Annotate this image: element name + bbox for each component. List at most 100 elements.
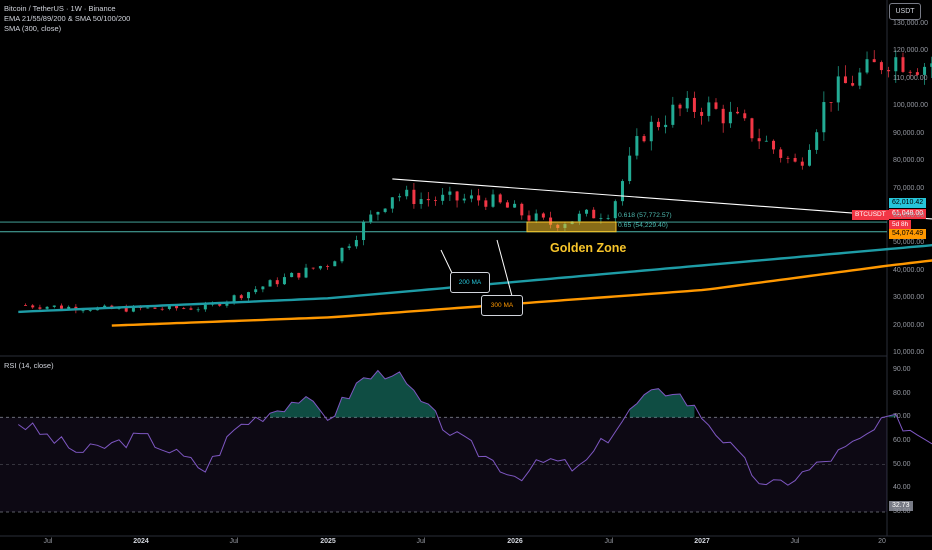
rsi-value-tag: 32.73 (889, 501, 913, 511)
candle-body (592, 209, 596, 219)
time-tick-label: Jul (790, 538, 800, 545)
candle-body (714, 102, 718, 109)
candle-body (282, 277, 286, 285)
candle-body (635, 136, 639, 156)
golden-zone-label: Golden Zone (550, 241, 627, 255)
candle-body (275, 280, 279, 285)
candle-body (153, 307, 157, 309)
candle-body (182, 308, 186, 310)
candle-body (405, 189, 409, 197)
candle-body (232, 295, 236, 302)
candle-body (462, 198, 466, 201)
price-tick-label: 100,000.00 (893, 102, 929, 110)
golden-zone-box (526, 221, 617, 233)
rsi-title[interactable]: RSI (14, close) (4, 361, 54, 370)
candle-body (469, 195, 473, 199)
price-tick-label: 110,000.00 (893, 74, 928, 82)
candle-body (800, 161, 804, 166)
price-tick-label: 20,000.00 (893, 321, 925, 329)
ma200-price-tag: 62,010.42 (889, 198, 927, 208)
candle-body (491, 194, 495, 207)
price-tick-label: 40,000.00 (893, 266, 925, 274)
ma300-callout: 300 MA (481, 295, 523, 316)
candle-body (743, 113, 747, 119)
candle-body (750, 118, 754, 139)
candle-body (167, 305, 171, 309)
rsi-overbought-fill (629, 388, 695, 418)
candle-body (38, 307, 42, 309)
price-tick-label: 60,000.00 (893, 211, 925, 219)
candle-body (678, 104, 682, 109)
time-tick-label: 2025 (320, 538, 336, 545)
candle-body (764, 140, 768, 142)
candle-body (426, 199, 430, 201)
candle-body (383, 208, 387, 212)
candle-body (52, 305, 56, 307)
candle-body (31, 305, 35, 308)
candle-body (736, 111, 740, 114)
candle-body (728, 111, 732, 124)
candle-body (549, 217, 553, 225)
candle-body (304, 267, 308, 278)
candle-body (246, 292, 250, 299)
candle-body (606, 218, 610, 219)
last-price-tag: 61,048.00 (889, 209, 927, 219)
candle-body (836, 76, 840, 103)
candle-body (577, 213, 581, 222)
price-tick-label: 120,000.00 (893, 47, 929, 55)
symbol-tag: BTCUSDT (852, 210, 889, 220)
rsi-tick-label: 60.00 (893, 437, 911, 444)
candle-body (620, 181, 624, 202)
candle-body (398, 196, 402, 198)
candle-body (786, 157, 790, 159)
candle-body (628, 155, 632, 182)
candle-body (318, 266, 322, 269)
fib-618-label: 0.618 (57,772.57) (618, 212, 672, 219)
ma300-price-tag: 54,074.49 (889, 229, 927, 239)
candle-body (268, 280, 272, 287)
candle-body (930, 63, 932, 67)
candle-body (894, 57, 898, 72)
candle-body (484, 200, 488, 207)
candle-body (520, 203, 524, 216)
candle-body (189, 308, 193, 310)
candle-body (498, 194, 502, 203)
rsi-tick-label: 80.00 (893, 389, 911, 397)
candle-body (908, 71, 912, 73)
ma200-pointer (440, 249, 453, 274)
candle-body (261, 286, 265, 290)
rsi-tick-label: 50.00 (893, 460, 911, 468)
candle-body (700, 111, 704, 116)
candle-body (642, 136, 646, 142)
candle-body (772, 140, 776, 150)
candle-body (203, 304, 207, 310)
candle-body (67, 306, 71, 309)
indicator-ema-sma[interactable]: EMA 21/55/89/200 & SMA 50/100/200 (4, 14, 131, 23)
candle-body (218, 303, 222, 306)
symbol-title[interactable]: Bitcoin / TetherUS · 1W · Binance (4, 4, 116, 13)
ma200-line (18, 243, 932, 314)
candle-body (24, 305, 28, 306)
time-tick-label: 2027 (694, 538, 710, 545)
rsi-overbought-fill (270, 396, 321, 418)
candle-body (175, 305, 179, 309)
time-tick-label: Jul (43, 538, 53, 545)
candle-body (901, 57, 905, 72)
candle-body (160, 308, 164, 310)
candle-body (433, 200, 437, 201)
indicator-sma300[interactable]: SMA (300, close) (4, 24, 62, 33)
ma300-line (111, 259, 932, 327)
bar-countdown: 5d 8h (889, 220, 912, 229)
candle-body (326, 266, 330, 267)
ma300-pointer (496, 239, 513, 297)
price-tick-label: 10,000.00 (893, 349, 925, 356)
rsi-tick-label: 90.00 (893, 366, 911, 373)
candle-body (412, 189, 416, 205)
candle-body (124, 307, 128, 312)
currency-button[interactable]: USDT (889, 3, 921, 20)
candle-body (685, 97, 689, 109)
time-tick-label: Jul (229, 538, 239, 545)
candle-body (649, 121, 653, 142)
candle-body (362, 222, 366, 241)
